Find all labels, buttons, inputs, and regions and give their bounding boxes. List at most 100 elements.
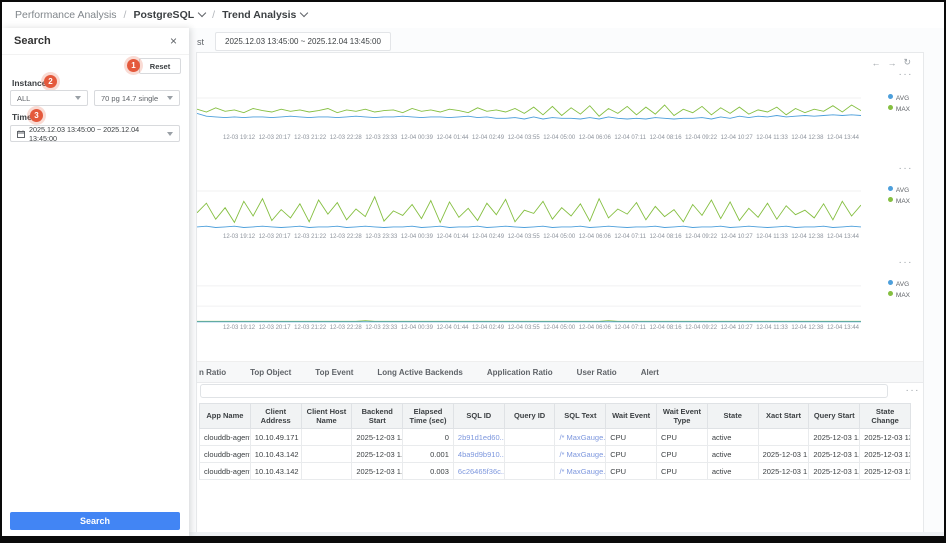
chart1-more-options-icon[interactable]: ··· (898, 69, 913, 80)
x-axis-tick: 12-04 11:33 (756, 325, 788, 331)
x-axis-tick: 12-04 07:11 (614, 325, 646, 331)
breadcrumb: Performance Analysis / PostgreSQL / Tren… (2, 2, 944, 29)
legend-item-avg[interactable]: AVG (887, 185, 910, 196)
search-panel-header: Search × (2, 28, 189, 55)
x-axis-tick: 12-03 19:12 (223, 135, 256, 141)
cell-client-host-name (300, 428, 353, 446)
tab-long-active-backends[interactable]: Long Active Backends (377, 367, 463, 377)
tab-top-object[interactable]: Top Object (250, 367, 292, 377)
x-axis-tick: 12-04 12:38 (791, 325, 824, 331)
x-axis-tick: 12-03 21:22 (294, 135, 327, 141)
legend-item-max[interactable]: MAX (887, 104, 910, 115)
breadcrumb-performance-analysis[interactable]: Performance Analysis (15, 9, 117, 21)
legend-dot-icon (887, 186, 893, 191)
cell-app-name: clouddb-agent (199, 462, 251, 480)
x-axis-tick: 12-04 01:44 (436, 135, 469, 141)
dropdown-caret-icon (167, 96, 173, 100)
table-more-options-icon[interactable]: ··· (905, 385, 920, 396)
cell-backend-start: 2025-12-03 1... (351, 428, 404, 446)
cell-wait-event-type: CPU (656, 445, 708, 463)
search-panel-title: Search (14, 35, 51, 47)
legend-item-avg[interactable]: AVG (887, 93, 910, 104)
legend-item-avg[interactable]: AVG (887, 279, 910, 290)
legend-item-max[interactable]: MAX (887, 196, 910, 207)
table-row[interactable]: clouddb-agent 10.10.43.142 2025-12-03 1...… (199, 462, 911, 480)
tab-top-event[interactable]: Top Event (315, 367, 354, 377)
table-filter-input[interactable] (200, 384, 888, 398)
x-axis-tick: 12-04 03:55 (507, 234, 540, 240)
chart3-x-axis: 12-03 19:12 12-03 20:17 12-03 21:22 12-03 2… (197, 325, 861, 331)
table-header: App Name Client Address Client Host Name Ba… (199, 403, 911, 429)
breadcrumb-postgresql[interactable]: PostgreSQL (133, 8, 207, 21)
x-axis-tick: 12-04 02:49 (472, 234, 505, 240)
x-axis-tick: 12-04 00:39 (400, 135, 433, 141)
x-axis-tick: 12-04 13:44 (826, 325, 859, 331)
legend-item-max[interactable]: MAX (887, 290, 910, 301)
cell-sql-id[interactable]: 2b91d1ed60... (452, 428, 505, 446)
tab-alert[interactable]: Alert (640, 367, 659, 377)
column-header-state-change[interactable]: State Change (859, 403, 911, 429)
tab-n-ratio[interactable]: n Ratio (199, 367, 227, 377)
breadcrumb-trend-analysis[interactable]: Trend Analysis (222, 8, 309, 21)
cell-state-change: 2025-12-03 13:... (859, 445, 911, 463)
chart2-more-options-icon[interactable]: ··· (898, 163, 913, 174)
chart-nav-toolbar: ← → ↻ (871, 57, 911, 68)
x-axis-tick: 12-04 08:16 (649, 325, 682, 331)
table-row[interactable]: clouddb-agent 10.10.43.142 2025-12-03 1...… (199, 445, 911, 463)
x-axis-tick: 12-03 23:33 (365, 234, 398, 240)
column-header-xact-start[interactable]: Xact Start (757, 403, 810, 429)
x-axis-tick: 12-04 07:11 (614, 135, 646, 141)
cell-sql-text[interactable]: /* MaxGauge... (554, 445, 607, 463)
chart1-plot (197, 63, 861, 133)
cell-state-change: 2025-12-03 13:... (859, 428, 911, 446)
column-header-wait-event-type[interactable]: Wait Event Type (656, 403, 708, 429)
cell-sql-text[interactable]: /* MaxGauge... (554, 428, 607, 446)
column-header-sql-text[interactable]: SQL Text (554, 403, 607, 429)
dropdown-caret-icon (75, 96, 81, 100)
column-header-elapsed-time-sec[interactable]: Elapsed Time (sec) (402, 403, 454, 429)
cell-sql-id[interactable]: 4ba9d9b910... (452, 445, 505, 463)
column-header-query-id[interactable]: Query ID (503, 403, 556, 429)
column-header-app-name[interactable]: App Name (199, 403, 251, 429)
tab-application-ratio[interactable]: Application Ratio (486, 367, 553, 377)
bottom-scroll-strip[interactable] (2, 532, 944, 536)
tab-user-ratio[interactable]: User Ratio (576, 367, 617, 377)
chart3-more-options-icon[interactable]: ··· (898, 257, 913, 268)
time-range-input[interactable]: 2025.12.03 13:45:00 ~ 2025.12.04 13:45:0… (10, 125, 180, 143)
chart3-plot (197, 265, 861, 323)
x-axis-tick: 12-03 22:28 (329, 135, 362, 141)
cell-sql-text[interactable]: /* MaxGauge... (554, 462, 607, 480)
x-axis-tick: 12-04 11:33 (756, 234, 788, 240)
reset-button[interactable]: Reset (139, 58, 181, 74)
column-header-client-address[interactable]: Client Address (249, 403, 302, 429)
time-range-display[interactable]: 2025.12.03 13:45:00 ~ 2025.12.04 13:45:0… (215, 32, 391, 51)
column-header-backend-start[interactable]: Backend Start (351, 403, 404, 429)
refresh-icon[interactable]: ↻ (903, 57, 911, 67)
cell-state-change: 2025-12-03 13:... (859, 462, 911, 480)
x-axis-tick: 12-04 12:38 (791, 234, 824, 240)
chart2-legend: AVG MAX (887, 185, 910, 207)
forward-icon[interactable]: → (887, 57, 897, 68)
cell-query-id (503, 445, 556, 463)
x-axis-tick: 12-04 06:06 (578, 325, 611, 331)
column-header-client-host-name[interactable]: Client Host Name (300, 403, 353, 429)
search-button[interactable]: Search (10, 512, 180, 530)
chart3-legend: AVG MAX (887, 279, 910, 301)
instance-type-select[interactable]: 70 pg 14.7 single (94, 90, 180, 106)
cell-app-name: clouddb-agent (199, 445, 251, 463)
x-axis-tick: 12-04 03:55 (507, 325, 540, 331)
cell-query-start: 2025-12-03 1... (808, 462, 861, 480)
column-header-query-start[interactable]: Query Start (808, 403, 861, 429)
table-row[interactable]: clouddb-agent 10.10.49.171 2025-12-03 1...… (199, 428, 911, 446)
back-icon[interactable]: ← (871, 57, 881, 68)
close-icon[interactable]: × (169, 34, 177, 48)
x-axis-tick: 12-04 12:38 (791, 135, 824, 141)
column-header-state[interactable]: State (706, 403, 759, 429)
column-header-sql-id[interactable]: SQL ID (452, 403, 505, 429)
chart1-x-axis: 12-03 19:12 12-03 20:17 12-03 21:22 12-03 2… (197, 135, 861, 141)
instance-select[interactable]: ALL (10, 90, 88, 106)
column-header-wait-event[interactable]: Wait Event (605, 403, 658, 429)
x-axis-tick: 12-04 00:39 (400, 325, 433, 331)
cell-sql-id[interactable]: 6c26465f36c... (452, 462, 505, 480)
x-axis-tick: 12-04 02:49 (472, 325, 505, 331)
